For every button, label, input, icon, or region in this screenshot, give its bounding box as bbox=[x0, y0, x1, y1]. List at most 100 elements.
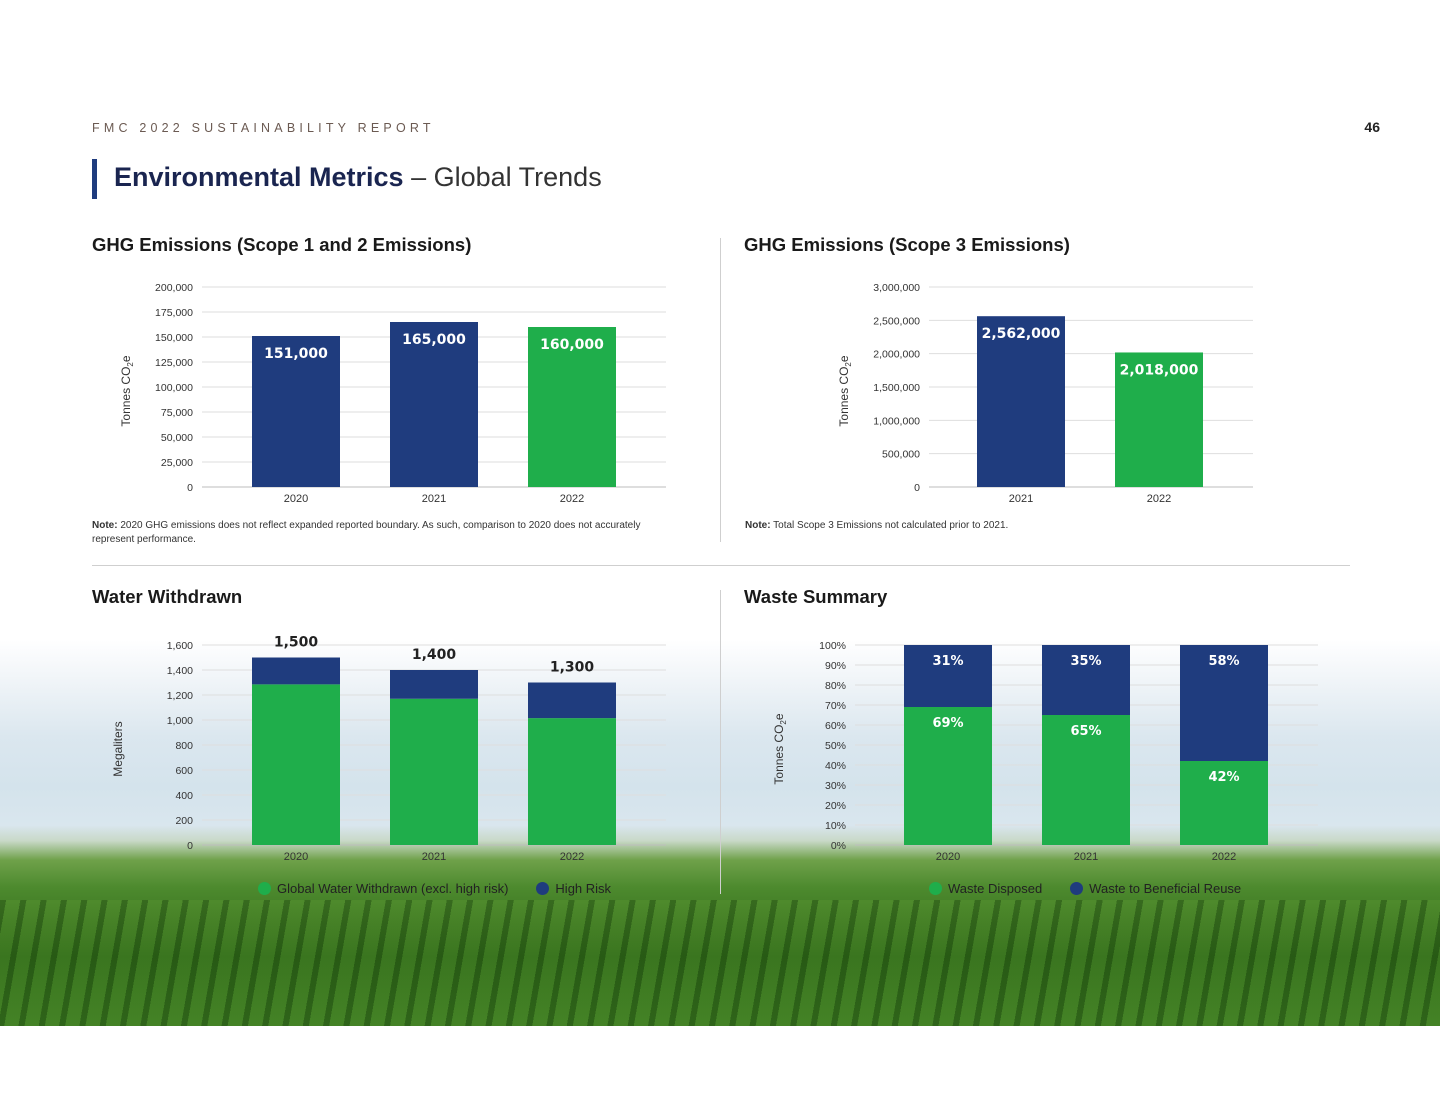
page-number: 46 bbox=[1364, 119, 1380, 135]
ghg12-ylabel: Tonnes CO2e bbox=[119, 355, 135, 426]
ghg3-bar bbox=[977, 316, 1065, 487]
ghg12-bar-value-label: 165,000 bbox=[402, 332, 466, 348]
waste-legend-item-1: Waste to Beneficial Reuse bbox=[1070, 881, 1241, 896]
ghg12-ytick-label: 200,000 bbox=[155, 282, 193, 294]
ghg3-note: Note: Total Scope 3 Emissions not calcul… bbox=[745, 519, 1265, 533]
waste-legend-swatch-0 bbox=[929, 882, 942, 895]
waste-ytick-label: 40% bbox=[825, 760, 846, 772]
vertical-divider-top bbox=[720, 238, 721, 542]
waste-ytick-label: 30% bbox=[825, 780, 846, 792]
waste-bar-segment bbox=[1042, 645, 1130, 715]
ghg12-ytick-label: 0 bbox=[187, 482, 193, 494]
water-xtick-label: 2020 bbox=[284, 851, 308, 863]
water-ytick-label: 200 bbox=[175, 815, 193, 827]
water-bar-segment bbox=[390, 698, 478, 845]
ghg3-ytick-label: 0 bbox=[914, 482, 920, 494]
waste-legend-item-0: Waste Disposed bbox=[929, 881, 1042, 896]
ghg12-bar bbox=[528, 327, 616, 487]
waste-segment-label: 58% bbox=[1208, 654, 1239, 669]
waste-segment-label: 35% bbox=[1070, 654, 1101, 669]
ghg3-bar-value-label: 2,018,000 bbox=[1120, 362, 1199, 378]
ghg3-xtick-label: 2022 bbox=[1147, 493, 1171, 505]
ghg3-ytick-label: 1,500,000 bbox=[873, 382, 920, 394]
ghg12-ytick-label: 175,000 bbox=[155, 307, 193, 319]
waste-xtick-label: 2022 bbox=[1212, 851, 1236, 863]
ghg3-chart: 0 500,000 1,000,000 1,500,000 2,000,000 2,500… bbox=[837, 282, 1253, 505]
water-legend-swatch-0 bbox=[258, 882, 271, 895]
waste-bar-segment bbox=[1180, 645, 1268, 761]
waste-ytick-label: 0% bbox=[831, 840, 846, 852]
water-total-label: 1,500 bbox=[274, 635, 319, 651]
water-legend-label-0: Global Water Withdrawn (excl. high risk) bbox=[277, 881, 509, 896]
water-heading: Water Withdrawn bbox=[92, 586, 243, 607]
ghg12-bar bbox=[252, 336, 340, 487]
water-ylabel: Megaliters bbox=[111, 721, 125, 776]
waste-legend: Waste Disposed Waste to Beneficial Reuse bbox=[929, 881, 1269, 896]
ghg12-bar bbox=[390, 322, 478, 487]
water-legend-item-0: Global Water Withdrawn (excl. high risk) bbox=[258, 881, 508, 896]
report-label: FMC 2022 SUSTAINABILITY REPORT bbox=[92, 121, 435, 135]
ghg12-ytick-label: 100,000 bbox=[155, 382, 193, 394]
ghg12-heading: GHG Emissions (Scope 1 and 2 Emissions) bbox=[92, 234, 472, 255]
page-title-bold: Environmental Metrics bbox=[114, 162, 404, 192]
ghg3-heading: GHG Emissions (Scope 3 Emissions) bbox=[744, 234, 1070, 255]
waste-bar-segment bbox=[1042, 715, 1130, 845]
waste-segment-label: 65% bbox=[1070, 724, 1101, 739]
ghg12-note-label: Note: bbox=[92, 520, 118, 531]
ghg3-xtick-label: 2021 bbox=[1009, 493, 1033, 505]
page-title: Environmental Metrics – Global Trends bbox=[114, 162, 602, 193]
vertical-divider-bottom bbox=[720, 590, 721, 894]
water-legend-item-1: High Risk bbox=[536, 881, 611, 896]
waste-ytick-label: 70% bbox=[825, 700, 846, 712]
water-ytick-label: 400 bbox=[175, 790, 193, 802]
water-legend-swatch-1 bbox=[536, 882, 550, 895]
waste-segment-label: 31% bbox=[932, 654, 963, 669]
waste-legend-swatch-1 bbox=[1070, 882, 1084, 895]
waste-ylabel: Tonnes CO2e bbox=[772, 713, 788, 784]
waste-bar-segment bbox=[1180, 761, 1268, 845]
waste-ytick-label: 50% bbox=[825, 740, 846, 752]
water-bar-segment bbox=[528, 718, 616, 845]
water-total-label: 1,400 bbox=[412, 647, 457, 663]
ghg12-xtick-label: 2020 bbox=[284, 493, 308, 505]
ghg12-chart: 0 25,000 50,000 75,000 100,000 125,000 150,000… bbox=[119, 282, 666, 505]
waste-chart: 0% 10% 20% 30% 40% 50% 60% 70% 80% 90% 100% Tonnes … bbox=[772, 640, 1318, 863]
waste-segment-label: 69% bbox=[932, 716, 963, 731]
ghg12-ytick-label: 50,000 bbox=[161, 432, 193, 444]
water-ytick-label: 1,600 bbox=[167, 640, 193, 652]
waste-ytick-label: 60% bbox=[825, 720, 846, 732]
water-ytick-label: 800 bbox=[175, 740, 193, 752]
waste-ytick-label: 90% bbox=[825, 660, 846, 672]
horizontal-divider bbox=[92, 565, 1350, 566]
ghg3-note-label: Note: bbox=[745, 520, 771, 531]
ghg12-bar-value-label: 151,000 bbox=[264, 346, 328, 362]
waste-ytick-label: 20% bbox=[825, 800, 846, 812]
waste-bar-segment bbox=[904, 707, 992, 845]
title-accent-bar bbox=[92, 159, 97, 199]
crop-rows-image bbox=[0, 900, 1440, 1026]
waste-xtick-label: 2020 bbox=[936, 851, 960, 863]
water-ytick-label: 0 bbox=[187, 840, 193, 852]
water-bar-segment bbox=[252, 657, 340, 685]
waste-ytick-label: 80% bbox=[825, 680, 846, 692]
ghg3-bar-value-label: 2,562,000 bbox=[982, 326, 1061, 342]
ghg12-ytick-label: 150,000 bbox=[155, 332, 193, 344]
water-bar-segment bbox=[528, 682, 616, 719]
water-legend: Global Water Withdrawn (excl. high risk)… bbox=[258, 881, 639, 896]
ghg3-ytick-label: 2,000,000 bbox=[873, 349, 920, 361]
ghg12-ytick-label: 25,000 bbox=[161, 457, 193, 469]
waste-xtick-label: 2021 bbox=[1074, 851, 1098, 863]
ghg3-ytick-label: 1,000,000 bbox=[873, 415, 920, 427]
water-total-label: 1,300 bbox=[550, 660, 595, 676]
ghg12-ytick-label: 125,000 bbox=[155, 357, 193, 369]
ghg3-ytick-label: 2,500,000 bbox=[873, 315, 920, 327]
water-ytick-label: 1,200 bbox=[167, 690, 193, 702]
water-bar-segment bbox=[252, 684, 340, 845]
ghg3-note-text: Total Scope 3 Emissions not calculated p… bbox=[770, 520, 1009, 531]
waste-ytick-label: 10% bbox=[825, 820, 846, 832]
page-title-light: – Global Trends bbox=[403, 162, 602, 192]
ghg12-note-text: 2020 GHG emissions does not reflect expa… bbox=[92, 520, 641, 545]
ghg12-note: Note: 2020 GHG emissions does not reflec… bbox=[92, 519, 662, 546]
water-chart: 0 200 400 600 800 1,000 1,200 1,400 1,600 Megalit… bbox=[111, 635, 666, 863]
water-xtick-label: 2021 bbox=[422, 851, 446, 863]
